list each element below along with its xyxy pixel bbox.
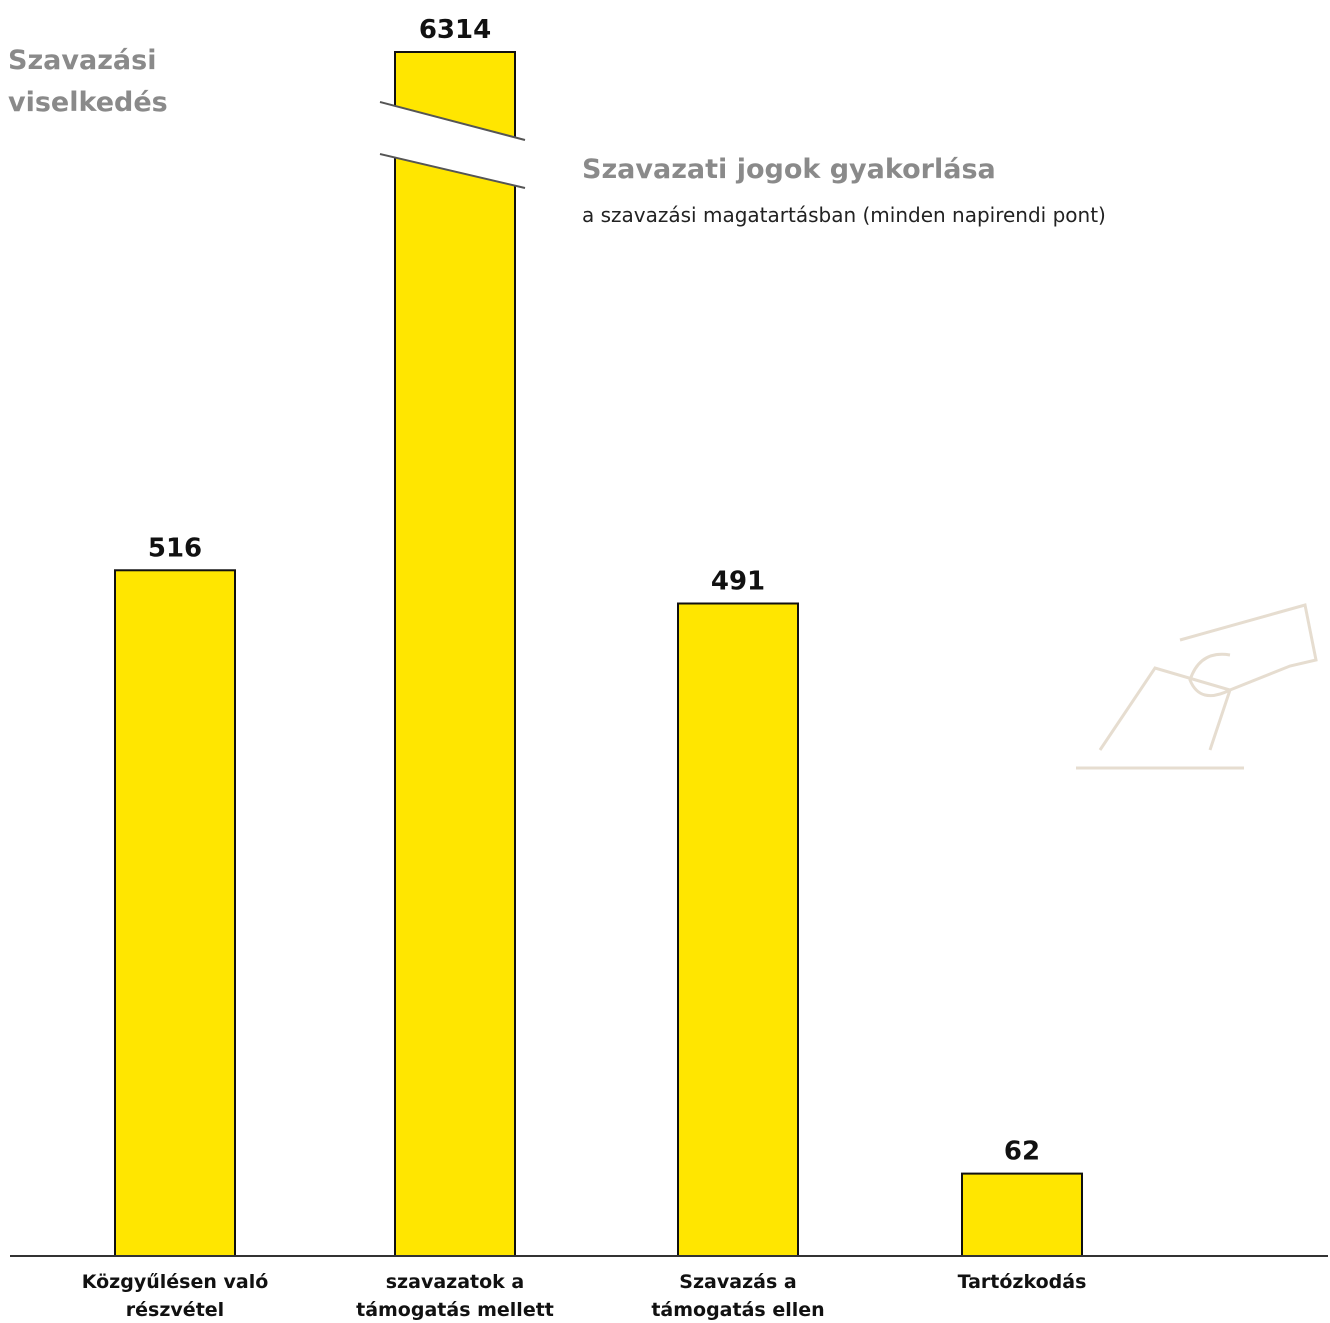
x-tick-label: szavazatok a támogatás mellett [356,1271,554,1321]
bar [114,569,236,1257]
axis-break-line [379,153,526,189]
x-tick-label: Közgyűlésen való részvétel [81,1271,269,1321]
value-label: 6314 [419,15,491,45]
x-tick-label: Tartózkodás [957,1271,1087,1293]
chart-subtitle: Szavazati jogok gyakorlása [582,154,996,185]
value-label: 62 [1004,1137,1040,1167]
bar [677,602,799,1257]
annotation: a szavazási magatartásban (minden napire… [582,203,1106,227]
x-tick-label: Szavazás a támogatás ellen [651,1271,825,1321]
chart-title: Szavazási viselkedés [8,45,168,118]
axis-break [380,102,525,188]
bar [961,1172,1083,1257]
value-label: 491 [711,567,765,597]
ballot-icon [1076,603,1318,770]
value-label: 516 [148,533,202,563]
bar [394,51,516,1257]
axis-break-line [379,101,526,141]
